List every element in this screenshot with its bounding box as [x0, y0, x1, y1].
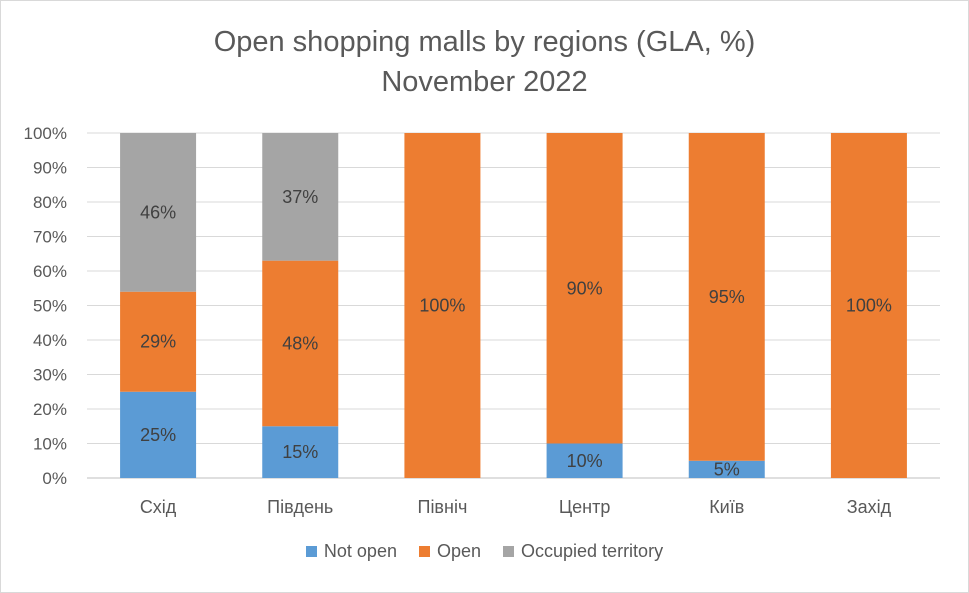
bar-segment [262, 260, 339, 427]
legend-swatch [305, 546, 317, 557]
legend: Not open Open Occupied territory [0, 541, 969, 562]
y-tick-label: 10% [33, 435, 67, 454]
category-label: Захід [847, 497, 892, 517]
chart-title-line1: Open shopping malls by regions (GLA, %) [213, 26, 756, 58]
y-tick-label: 60% [33, 262, 67, 281]
data-label: 10% [567, 451, 603, 471]
y-tick-label: 100% [24, 124, 67, 143]
bar-segment [688, 460, 765, 478]
y-tick-label: 20% [33, 400, 67, 419]
y-tick-label: 50% [33, 297, 67, 316]
chart-subtitle: November 2022 [381, 66, 588, 98]
legend-item: Open [418, 541, 482, 562]
data-label: 29% [140, 332, 176, 352]
bar-segment [546, 443, 623, 478]
data-label: 5% [714, 459, 740, 479]
bar-segment [830, 133, 907, 478]
y-tick-label: 0% [42, 469, 67, 488]
data-label: 100% [419, 296, 465, 316]
data-label: 95% [709, 287, 745, 307]
category-label: Південь [267, 497, 333, 517]
bar-segment [546, 133, 623, 444]
y-tick-label: 90% [33, 159, 67, 178]
category-label: Центр [559, 497, 611, 517]
bar-segment [120, 133, 197, 292]
bar-segment [262, 133, 339, 261]
data-label: 90% [567, 278, 603, 298]
category-label: Північ [418, 497, 468, 517]
bar-segment [688, 133, 765, 461]
bar-segment [262, 426, 339, 478]
legend-swatch [418, 546, 430, 557]
bar-segment [404, 133, 481, 478]
bar-segment [120, 391, 197, 478]
bar-segment [120, 291, 197, 392]
y-tick-label: 80% [33, 193, 67, 212]
chart-title: Open shopping malls by regions (GLA, %) … [0, 22, 969, 102]
y-tick-label: 30% [33, 366, 67, 385]
data-label: 46% [140, 202, 176, 222]
legend-item: Occupied territory [503, 541, 663, 562]
category-label: Схід [140, 497, 177, 517]
legend-label: Occupied territory [521, 541, 664, 561]
data-label: 25% [140, 425, 176, 445]
data-label: 15% [282, 442, 318, 462]
data-label: 48% [282, 333, 318, 353]
data-label: 37% [282, 187, 318, 207]
legend-label: Open [436, 541, 482, 561]
legend-label: Not open [323, 541, 397, 561]
data-label: 100% [846, 296, 892, 316]
y-tick-label: 70% [33, 228, 67, 247]
y-tick-label: 40% [33, 331, 67, 350]
category-label: Київ [709, 497, 744, 517]
legend-item: Not open [305, 541, 397, 562]
legend-swatch [503, 546, 515, 557]
